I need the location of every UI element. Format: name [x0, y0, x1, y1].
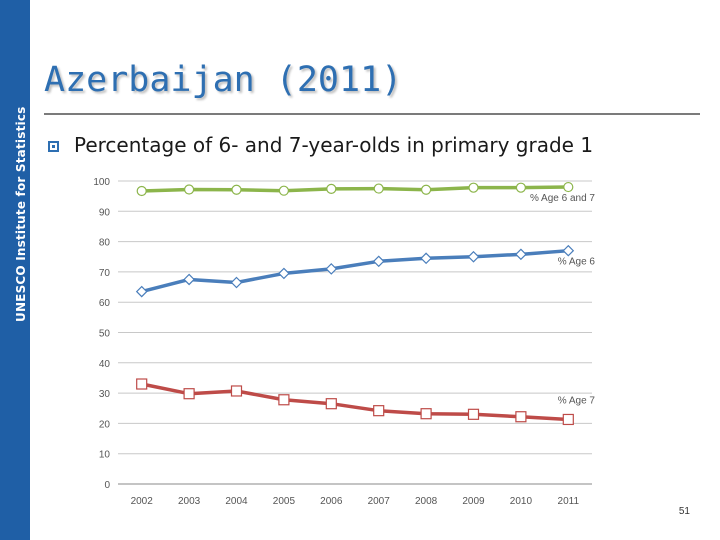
data-point-circle	[421, 184, 432, 195]
data-point-circle	[563, 181, 574, 193]
bullet-text: Percentage of 6- and 7-year-olds in prim…	[74, 133, 594, 157]
data-point-circle	[373, 183, 384, 194]
series-label: % Age 7	[558, 395, 596, 406]
data-point-diamond	[467, 250, 480, 263]
data-point-circle	[278, 185, 289, 196]
data-point-circle	[468, 182, 479, 193]
series-label: % Age 6 and 7	[530, 193, 595, 204]
data-point-circle	[184, 184, 195, 195]
y-tick-label: 70	[99, 268, 111, 279]
data-point-diamond	[183, 273, 195, 286]
series-label: % Age 6	[558, 257, 596, 268]
x-tick-label: 2010	[510, 496, 533, 507]
data-point-diamond	[278, 267, 290, 280]
data-point-square	[562, 413, 574, 426]
data-point-square	[515, 411, 527, 423]
y-tick-label: 0	[104, 480, 110, 491]
x-tick-label: 2007	[368, 496, 391, 507]
x-tick-label: 2006	[320, 496, 343, 507]
y-tick-label: 40	[99, 359, 111, 370]
x-tick-label: 2008	[415, 496, 438, 507]
data-point-circle	[231, 184, 242, 195]
data-point-square	[230, 385, 243, 397]
x-tick-label: 2009	[462, 496, 485, 507]
x-tick-label: 2004	[225, 496, 248, 507]
slide-title: Azerbaijan (2011)	[44, 60, 403, 100]
y-tick-label: 20	[99, 419, 111, 430]
y-tick-label: 80	[99, 238, 111, 249]
y-tick-label: 100	[93, 177, 110, 188]
y-tick-label: 50	[99, 329, 111, 340]
sidebar-band: UNESCO Institute for Statistics	[0, 0, 30, 540]
y-tick-label: 30	[99, 389, 111, 400]
y-tick-label: 60	[99, 298, 111, 309]
data-point-diamond	[420, 252, 432, 265]
data-point-diamond	[230, 276, 243, 289]
data-point-circle	[326, 183, 337, 194]
data-point-square	[183, 388, 195, 400]
data-point-square	[325, 398, 337, 410]
x-tick-label: 2002	[131, 496, 154, 507]
data-point-diamond	[135, 285, 148, 298]
data-point-square	[373, 405, 385, 417]
data-point-diamond	[515, 248, 527, 261]
x-tick-label: 2011	[558, 496, 580, 507]
title-divider	[44, 113, 700, 115]
data-point-circle	[515, 182, 527, 193]
bullet-icon	[48, 141, 59, 152]
data-point-circle	[136, 185, 147, 197]
y-tick-label: 10	[99, 450, 111, 461]
data-point-square	[420, 408, 432, 420]
page-number: 51	[678, 506, 690, 517]
data-point-diamond	[325, 263, 338, 275]
data-point-square	[278, 394, 290, 406]
data-point-square	[467, 408, 480, 420]
data-point-square	[136, 378, 148, 390]
y-tick-label: 90	[99, 207, 111, 218]
series-line	[139, 248, 571, 294]
data-point-diamond	[562, 244, 575, 257]
series-line	[139, 185, 571, 193]
x-tick-label: 2003	[178, 496, 201, 507]
data-point-diamond	[372, 255, 385, 268]
x-tick-label: 2005	[273, 496, 296, 507]
series-line	[139, 382, 571, 422]
